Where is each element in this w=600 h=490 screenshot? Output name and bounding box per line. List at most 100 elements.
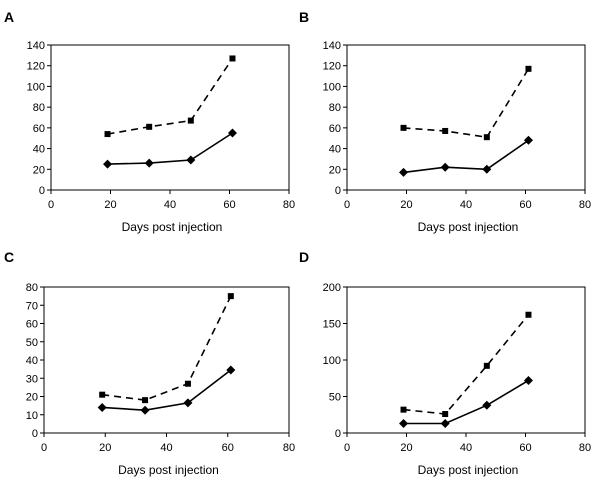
x-tick-label: 40 xyxy=(164,199,176,211)
data-point-diamond xyxy=(97,402,107,412)
data-point-square xyxy=(229,55,236,62)
data-point-diamond xyxy=(144,158,154,168)
y-tick-label: 60 xyxy=(33,123,45,135)
y-tick-label: 30 xyxy=(26,373,38,385)
x-tick-label: 80 xyxy=(579,199,591,211)
data-point-diamond xyxy=(399,419,409,429)
x-tick-label: 20 xyxy=(104,199,116,211)
data-point-diamond xyxy=(183,398,193,408)
x-tick-label: 0 xyxy=(48,199,54,211)
y-tick-label: 80 xyxy=(26,282,38,294)
x-axis-label: Days post injection xyxy=(418,463,519,477)
y-tick-label: 10 xyxy=(26,410,38,422)
series-line-diamond xyxy=(403,379,529,425)
y-tick-label: 50 xyxy=(329,392,341,404)
y-tick-label: 0 xyxy=(32,428,38,440)
data-point-diamond xyxy=(227,128,237,138)
y-tick-label: 100 xyxy=(27,81,45,93)
y-tick-label: 20 xyxy=(33,164,45,176)
x-tick-label: 60 xyxy=(223,199,235,211)
panel-label: A xyxy=(4,9,14,25)
data-point-diamond xyxy=(103,159,113,169)
x-axis-label: Days post injection xyxy=(418,220,519,234)
plot-frame xyxy=(346,286,586,434)
y-tick-label: 40 xyxy=(26,355,38,367)
data-point-diamond xyxy=(399,167,409,177)
series-line-square xyxy=(403,68,530,139)
y-tick-label: 120 xyxy=(323,61,341,73)
panel-a: A 0 20 40 60 80 100 120 140 0 20 40 60 80 Days post in… xyxy=(4,9,295,234)
y-tick-label: 60 xyxy=(26,319,38,331)
data-point-diamond xyxy=(186,155,196,165)
x-tick-label: 40 xyxy=(160,442,172,454)
y-tick-label: 40 xyxy=(329,144,341,156)
y-tick-label: 80 xyxy=(329,102,341,114)
data-point-square xyxy=(483,362,490,369)
y-tick-label: 0 xyxy=(39,185,45,197)
data-point-diamond xyxy=(140,405,150,415)
data-point-square xyxy=(525,311,532,318)
data-point-square xyxy=(184,380,191,387)
data-point-square xyxy=(142,397,149,404)
series-line-square xyxy=(403,314,530,415)
data-point-diamond xyxy=(482,400,492,410)
data-point-square xyxy=(400,124,407,131)
data-point-square xyxy=(442,127,449,134)
y-tick-label: 150 xyxy=(323,319,341,331)
data-point-diamond xyxy=(523,375,533,385)
y-tick-label: 20 xyxy=(26,392,38,404)
panel-b: B 0 20 40 60 80 100 120 140 0 20 40 60 80 Days post in… xyxy=(299,9,591,234)
data-point-square xyxy=(227,293,234,300)
y-tick-label: 70 xyxy=(26,300,38,312)
data-point-square xyxy=(442,411,449,418)
y-tick-label: 50 xyxy=(26,337,38,349)
x-tick-label: 20 xyxy=(400,199,412,211)
x-tick-label: 20 xyxy=(400,442,412,454)
x-tick-label: 0 xyxy=(344,442,350,454)
x-axis-label: Days post injection xyxy=(122,220,223,234)
x-tick-label: 40 xyxy=(460,199,472,211)
x-tick-label: 80 xyxy=(283,442,295,454)
y-tick-label: 40 xyxy=(33,144,45,156)
x-axis-label: Days post injection xyxy=(118,463,219,477)
panel-d: D 0 50 100 150 200 0 20 40 60 80 Days post injectio… xyxy=(299,249,591,477)
series-line-diamond xyxy=(102,369,232,412)
data-point-diamond xyxy=(226,365,236,375)
panel-c: C 0 10 20 30 40 50 60 70 80 0 20 40 60 80 Days post inj… xyxy=(4,249,295,477)
panel-label: C xyxy=(4,249,14,265)
plot-frame xyxy=(43,286,290,434)
data-point-square xyxy=(483,134,490,141)
data-point-diamond xyxy=(440,162,450,172)
series-line-square xyxy=(102,295,232,401)
data-point-square xyxy=(146,123,153,130)
y-tick-label: 60 xyxy=(329,123,341,135)
data-point-square xyxy=(99,391,106,398)
x-tick-label: 20 xyxy=(99,442,111,454)
y-tick-label: 140 xyxy=(323,40,341,52)
series-line-diamond xyxy=(403,139,529,174)
x-tick-label: 80 xyxy=(283,199,295,211)
y-tick-label: 200 xyxy=(323,282,341,294)
x-tick-label: 40 xyxy=(460,442,472,454)
y-tick-label: 120 xyxy=(27,61,45,73)
data-point-square xyxy=(400,406,407,413)
x-tick-label: 60 xyxy=(519,199,531,211)
y-tick-label: 140 xyxy=(27,40,45,52)
y-tick-label: 100 xyxy=(323,81,341,93)
panel-label: B xyxy=(299,9,309,25)
series-line-square xyxy=(107,58,234,135)
data-point-square xyxy=(187,117,194,124)
x-tick-label: 0 xyxy=(344,199,350,211)
y-tick-label: 0 xyxy=(335,185,341,197)
x-tick-label: 80 xyxy=(579,442,591,454)
x-tick-label: 0 xyxy=(41,442,47,454)
y-tick-label: 20 xyxy=(329,164,341,176)
y-tick-label: 0 xyxy=(335,428,341,440)
data-point-square xyxy=(525,65,532,72)
plot-frame xyxy=(50,44,290,191)
data-point-diamond xyxy=(523,135,533,145)
y-tick-label: 100 xyxy=(323,355,341,367)
x-tick-label: 60 xyxy=(519,442,531,454)
data-point-diamond xyxy=(482,164,492,174)
